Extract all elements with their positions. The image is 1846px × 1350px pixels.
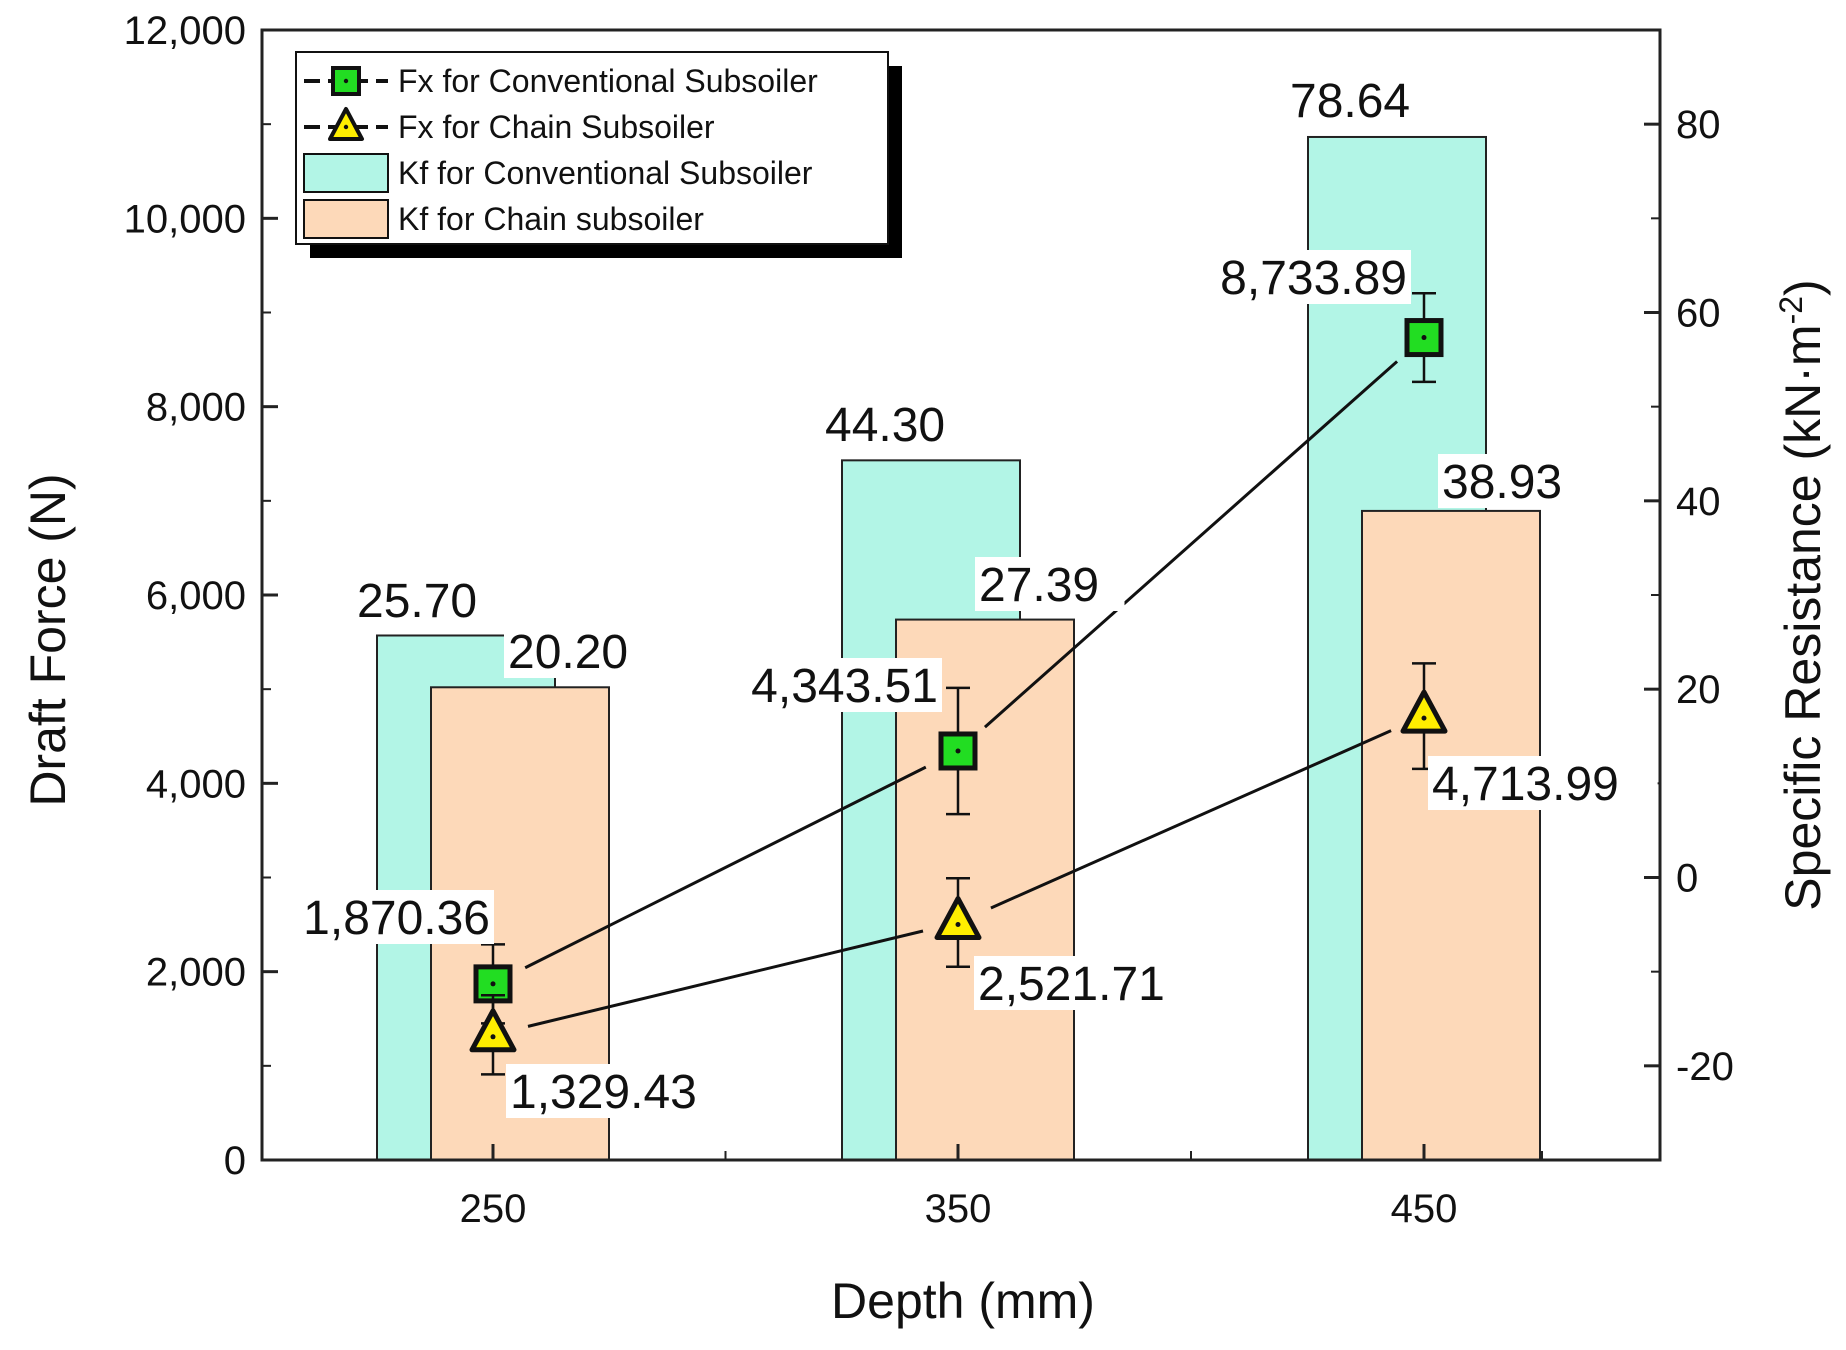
marker-triangle-450: [1400, 689, 1448, 734]
y-right-tick-label: 40: [1676, 480, 1721, 524]
bar-value-label-bg: [975, 557, 1125, 611]
point-value-label: 8,733.89: [1220, 252, 1407, 305]
y-right-tick-label: 80: [1676, 103, 1721, 147]
legend-label: Kf for Chain subsoiler: [398, 201, 704, 237]
point-value-label-bg: [974, 956, 1204, 1010]
bar-value-label-bg: [1438, 454, 1588, 508]
marker-center-dot: [1421, 335, 1427, 341]
x-tick-label: 350: [925, 1187, 992, 1231]
y-left-tick-label: 6,000: [146, 574, 246, 618]
point-value-label-bg: [264, 890, 494, 944]
marker-center-dot: [955, 748, 961, 754]
line-segment-fx-conventional: [983, 360, 1399, 729]
bar-value-label: 38.93: [1442, 456, 1562, 509]
y-axis-right-title: Specific Resistance (kN·m-2): [1773, 279, 1831, 910]
legend-marker-dot: [343, 124, 349, 130]
point-value-label-bg: [506, 1064, 736, 1118]
x-tick-label: 250: [460, 1187, 527, 1231]
bar-value-label-bg: [821, 397, 971, 451]
marker-center-dot: [955, 922, 961, 928]
line-segment-fx-chain: [527, 929, 924, 1028]
bar-value-label: 44.30: [825, 399, 945, 452]
legend-box: [295, 51, 889, 245]
bar-value-label-bg: [504, 624, 654, 678]
point-value-label-bg: [1428, 756, 1658, 810]
y-right-tick-label: 60: [1676, 292, 1721, 336]
bar-value-label: 27.39: [979, 559, 1099, 612]
marker-triangle-350: [934, 896, 982, 941]
legend-label: Kf for Conventional Subsoiler: [398, 155, 813, 191]
point-value-label-bg: [1181, 250, 1411, 304]
marker-center-dot: [490, 1034, 496, 1040]
x-tick-label: 450: [1391, 1187, 1458, 1231]
y-axis-left-title: Draft Force (N): [20, 473, 76, 806]
marker-center-dot: [490, 981, 496, 987]
bar-value-label-bg: [353, 573, 503, 627]
lines-layer: [469, 292, 1448, 1076]
y-left-tick-label: 0: [224, 1139, 246, 1183]
y-axis-right-title-sup: -2: [1773, 296, 1809, 324]
line-segment-fx-conventional: [524, 765, 927, 970]
point-value-label: 1,329.43: [510, 1066, 697, 1119]
y-axis-right-title-close: ): [1775, 279, 1831, 296]
bar-kf-chain-450: [1361, 509, 1541, 1161]
legend-label: Fx for Chain Subsoiler: [398, 109, 715, 145]
y-left-tick-label: 8,000: [146, 386, 246, 430]
point-value-label: 2,521.71: [978, 958, 1165, 1011]
bar-value-label: 20.20: [508, 626, 628, 679]
bar-value-label: 25.70: [357, 575, 477, 628]
y-right-tick-label: -20: [1676, 1045, 1734, 1089]
legend-label: Fx for Conventional Subsoiler: [398, 63, 818, 99]
marker-triangle-250: [469, 1008, 517, 1053]
point-value-label: 1,870.36: [303, 892, 490, 945]
y-axis-right-title-main: Specific Resistance (kN·m: [1775, 324, 1831, 910]
bar-value-label-bg: [1286, 73, 1436, 127]
axes-layer: 0 2,000 4,000 6,000 8,000 10,000 12,000 -20 0 20 4…: [124, 9, 1734, 1231]
line-segment-fx-chain: [990, 729, 1392, 910]
y-left-tick-label: 12,000: [124, 9, 246, 53]
legend-marker-dot: [343, 78, 349, 84]
y-right-tick-label: 0: [1676, 857, 1698, 901]
y-left-tick-label: 4,000: [146, 762, 246, 806]
point-value-label: 4,343.51: [751, 660, 938, 713]
marker-center-dot: [1421, 715, 1427, 721]
y-left-tick-label: 10,000: [124, 197, 246, 241]
y-left-tick-label: 2,000: [146, 951, 246, 995]
y-right-tick-label: 20: [1676, 668, 1721, 712]
legend-bar-swatch: [303, 153, 389, 193]
legend-triangle-marker: [328, 107, 364, 141]
x-axis-title: Depth (mm): [831, 1273, 1095, 1329]
legend: Fx for Conventional Subsoiler Fx for Chai…: [295, 51, 902, 258]
point-value-label: 4,713.99: [1432, 758, 1619, 811]
legend-bar-swatch: [303, 199, 389, 239]
bar-value-label: 78.64: [1290, 75, 1410, 128]
point-value-label-bg: [712, 658, 942, 712]
labels-layer: 25.70 44.30 78.64 20.20 27.39 38.93 1,870.36 4,…: [264, 73, 1658, 1119]
